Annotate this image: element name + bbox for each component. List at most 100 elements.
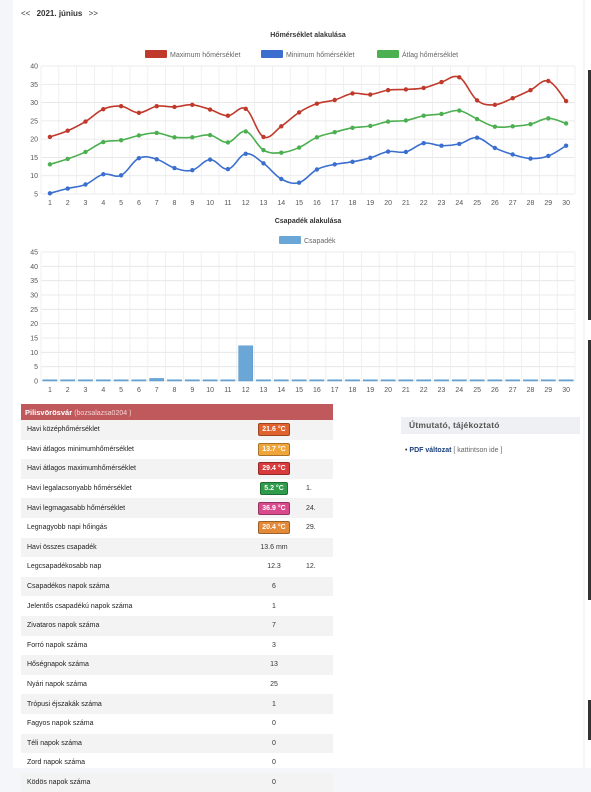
next-month-link[interactable]: >> (88, 9, 98, 18)
x-tick-label: 15 (295, 387, 303, 394)
stats-label: Jelentős csapadékú napok száma (27, 602, 133, 610)
data-point (528, 87, 533, 93)
x-tick-label: 30 (562, 387, 570, 394)
stats-row: Téli napok száma 0 (21, 733, 333, 754)
stats-label: Havi középhőmérséklet (27, 426, 100, 434)
right-edge (585, 0, 591, 768)
data-point (546, 116, 551, 121)
x-tick-label: 22 (420, 387, 428, 394)
stats-label: Hőségnapok száma (27, 661, 89, 669)
y-tick-label: 40 (30, 64, 38, 71)
stats-value: 25 (270, 681, 278, 689)
data-point (154, 104, 159, 109)
data-point (261, 134, 266, 140)
bar (291, 379, 307, 382)
data-point (350, 125, 355, 131)
stats-label: Legcsapadékosabb nap (27, 563, 102, 571)
data-point (474, 135, 480, 140)
y-tick-label: 30 (30, 293, 38, 300)
legend-label: Maximum hőmérséklet (170, 52, 240, 59)
x-tick-label: 1 (48, 200, 52, 207)
stats-value: 3 (272, 641, 276, 649)
data-point (65, 186, 70, 191)
data-point (243, 151, 248, 156)
stats-day: 1. (306, 485, 312, 493)
x-tick-label: 13 (260, 200, 268, 207)
data-point (118, 104, 124, 109)
stats-day (305, 714, 333, 734)
data-point (510, 95, 515, 101)
stats-label: Csapadékos napok száma (27, 583, 110, 591)
data-point (65, 156, 70, 162)
data-point (261, 161, 266, 166)
stats-value-cell: 1 (243, 596, 305, 616)
x-tick-label: 4 (101, 200, 105, 207)
x-tick-label: 5 (119, 387, 123, 394)
legend-swatch (145, 50, 167, 58)
data-point (510, 124, 515, 129)
data-point (314, 135, 320, 140)
pdf-link[interactable]: PDF változat (409, 447, 452, 454)
data-point (350, 159, 355, 165)
data-point (207, 132, 213, 138)
stats-row: Ködös napok száma 0 (21, 772, 333, 792)
x-tick-label: 8 (173, 387, 177, 394)
data-point (101, 172, 106, 177)
stats-value: 12.3 (267, 563, 281, 571)
y-tick-label: 40 (30, 264, 38, 271)
data-point (421, 140, 426, 146)
legend-label: Átlag hőmérséklet (402, 50, 458, 59)
bar (345, 379, 360, 382)
bar (273, 379, 289, 382)
bar (113, 379, 129, 382)
data-point (243, 129, 248, 134)
x-tick-label: 26 (491, 387, 499, 394)
station-name: Pilisvörösvár (25, 407, 73, 417)
bar (149, 378, 165, 382)
stats-value: 0 (272, 720, 276, 728)
y-tick-label: 0 (34, 379, 38, 386)
stats-row: Forró napok száma 3 (21, 636, 333, 656)
data-point (225, 140, 231, 145)
data-point (439, 143, 444, 148)
y-tick-label: 35 (30, 278, 38, 285)
x-tick-label: 11 (224, 200, 231, 207)
pdf-hint[interactable]: [ kattintson ide ] (453, 447, 503, 454)
bar (60, 379, 76, 382)
stats-value-badge: 13.7 °C (258, 442, 290, 456)
data-point (332, 97, 337, 103)
chart-title: Csapadék alakulása (275, 218, 342, 225)
pdf-link-row[interactable]: • PDF változat [ kattintson ide ] (405, 447, 503, 454)
stats-row: Havi összes csapadék 13.6 mm (21, 537, 333, 558)
x-tick-label: 25 (473, 387, 481, 394)
x-tick-label: 11 (224, 387, 231, 394)
data-point (47, 134, 53, 140)
stats-value-cell: 7 (243, 616, 305, 636)
bar (398, 379, 414, 382)
x-tick-label: 13 (260, 387, 268, 394)
stats-header: Pilisvörösvár (bozsalazsa0204 ) (21, 404, 333, 420)
stats-row: Havi középhőmérséklet 21.6 °C (21, 420, 333, 440)
bar (558, 379, 574, 382)
stats-day (305, 538, 333, 558)
data-point (296, 110, 302, 115)
y-tick-label: 45 (30, 250, 38, 257)
stats-value-badge: 36.9 °C (258, 501, 290, 515)
stats-label: Havi átlagos maximumhőmérséklet (27, 465, 136, 473)
data-point (101, 139, 106, 145)
guide-title: Útmutató, tájékoztató (401, 417, 580, 434)
stats-value-cell: 0 (243, 734, 305, 754)
data-point (101, 106, 106, 112)
stats-value-cell: 6 (243, 577, 305, 597)
stats-label: Trópusi éjszakák száma (27, 700, 102, 708)
data-point (350, 91, 355, 96)
prev-month-link[interactable]: << (21, 9, 31, 18)
data-point (279, 176, 284, 182)
y-tick-label: 10 (30, 173, 38, 180)
data-point (546, 78, 551, 84)
stats-day (305, 773, 333, 792)
x-tick-label: 27 (509, 387, 517, 394)
data-point (403, 87, 409, 92)
y-tick-label: 5 (34, 192, 38, 199)
